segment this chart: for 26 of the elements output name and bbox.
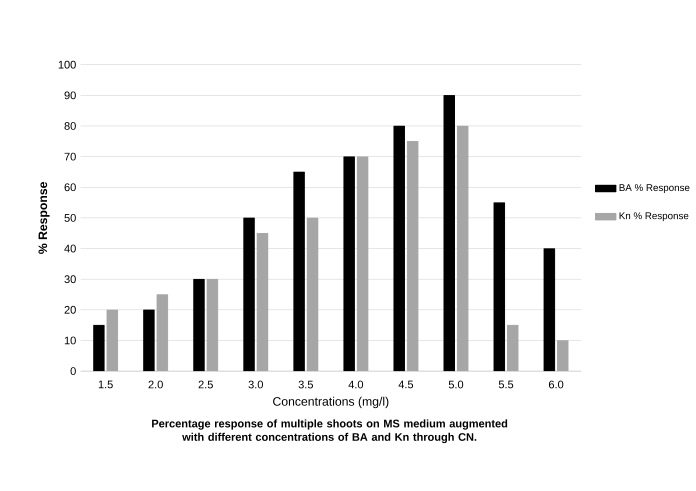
text: Percentage response of multiple shoots on MS medium augmented with different concentrations of BA and Kn through CN. [152, 419, 508, 444]
y-tick-label: 20 [64, 306, 76, 314]
x-tick-label: 2.0 [148, 380, 163, 389]
y-tick-label: 0 [70, 367, 76, 376]
y-tick-label: 10 [64, 336, 76, 344]
y-tick-label: 100 [58, 60, 76, 69]
y-tick-label: 50 [64, 214, 76, 222]
y-tick-label: 40 [64, 244, 76, 253]
x-tick-label: 6.0 [548, 380, 564, 389]
y-axis-title: % Response [38, 182, 50, 254]
x-tick-label: 3.5 [298, 380, 313, 389]
x-tick-label: 5.0 [448, 380, 464, 389]
y-tick-label: 30 [64, 275, 76, 284]
x-tick-label: 5.5 [498, 380, 514, 388]
x-tick-label: 4.5 [398, 380, 414, 388]
legend-label: BA % Response [620, 184, 690, 194]
y-tick-label: 60 [64, 183, 76, 192]
x-tick-label: 1.5 [98, 380, 113, 388]
legend-label: Kn % Response [620, 212, 688, 222]
y-tick-label: 70 [64, 152, 76, 161]
x-tick-label: 3.0 [248, 380, 263, 389]
x-tick-label: 2.5 [198, 380, 213, 389]
x-tick-label: 4.0 [348, 380, 364, 389]
y-tick-label: 90 [64, 92, 76, 100]
y-tick-label: 80 [64, 122, 76, 130]
x-axis-title: Concentrations (mg/l) [273, 396, 388, 408]
